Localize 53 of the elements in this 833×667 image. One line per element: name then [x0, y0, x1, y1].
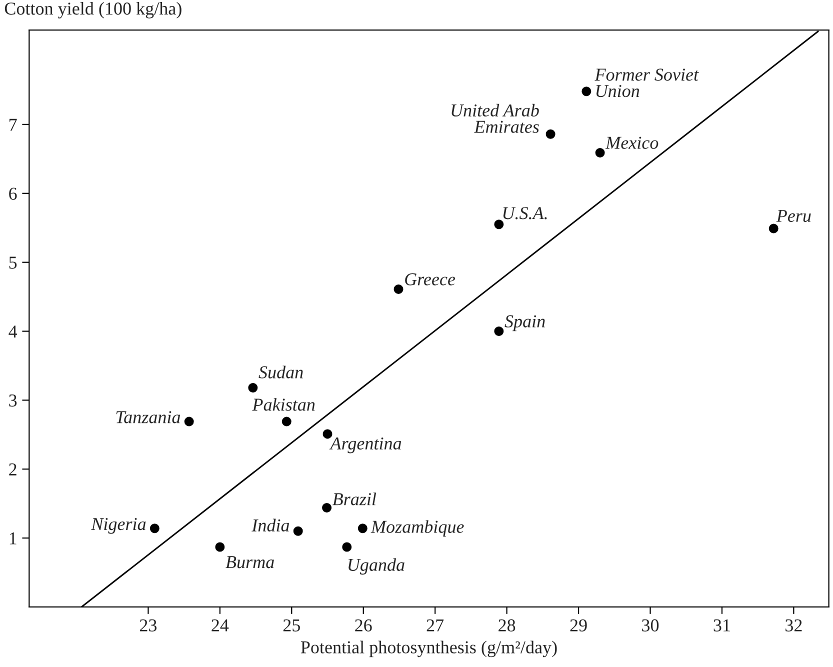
y-tick-label: 6: [9, 188, 17, 200]
annotation: Greece: [405, 273, 456, 286]
x-tick-label: 32: [786, 619, 802, 632]
point: [358, 524, 368, 534]
annotation: Spain: [504, 315, 545, 332]
annotation: Nigeria: [91, 518, 146, 534]
x-tick-label: 28: [498, 619, 516, 632]
annotation: United Arab Emirates: [452, 104, 539, 133]
annotation: India: [252, 518, 290, 532]
annotation: Burma: [226, 556, 274, 568]
point: [282, 416, 292, 426]
x-tick-label: 27: [426, 619, 444, 632]
annotation: Mexico: [605, 136, 658, 149]
x-tick-label: 29: [570, 619, 587, 632]
y-tick-label: 1: [10, 532, 16, 544]
y-tick-label: 4: [8, 326, 18, 338]
y-axis-title: Cotton yield (100 kg/ha): [4, 2, 182, 18]
point: [293, 526, 303, 536]
annotation: Mozambique: [370, 520, 464, 537]
point: [248, 383, 258, 393]
point: [546, 129, 556, 139]
annotation: Former Soviet Union: [594, 68, 699, 98]
annotation: Pakistan: [252, 398, 315, 411]
x-tick-label: 26: [355, 619, 372, 632]
x-tick-label: 30: [642, 619, 659, 632]
x-axis-title: Potential photosynthesis (g/m²/day): [300, 640, 557, 658]
annotation: Peru: [776, 210, 811, 222]
y-tick-label: 3: [9, 394, 17, 407]
point: [768, 224, 778, 234]
y-tick-label: 7: [10, 118, 17, 131]
y-tick-label: 2: [9, 463, 16, 476]
point: [494, 326, 504, 336]
annotation: Uganda: [348, 558, 404, 575]
y-tick-label: 5: [9, 256, 17, 269]
point: [322, 502, 332, 512]
point: [184, 416, 194, 426]
annotation: Tanzania: [116, 411, 180, 424]
x-tick-label: 31: [714, 619, 730, 632]
point: [394, 284, 404, 294]
annotation: U.S.A.: [503, 207, 547, 220]
annotation: Argentina: [329, 437, 402, 454]
x-tick-label: 24: [212, 619, 229, 632]
x-tick-label: 23: [140, 619, 157, 632]
annotation: Sudan: [258, 366, 303, 378]
point: [595, 148, 605, 158]
point: [582, 86, 592, 96]
point: [150, 524, 160, 534]
point: [215, 542, 225, 552]
point: [342, 542, 352, 552]
point: [322, 429, 332, 439]
x-tick-label: 25: [283, 619, 300, 632]
annotation: Brazil: [332, 492, 376, 506]
point: [494, 220, 504, 230]
